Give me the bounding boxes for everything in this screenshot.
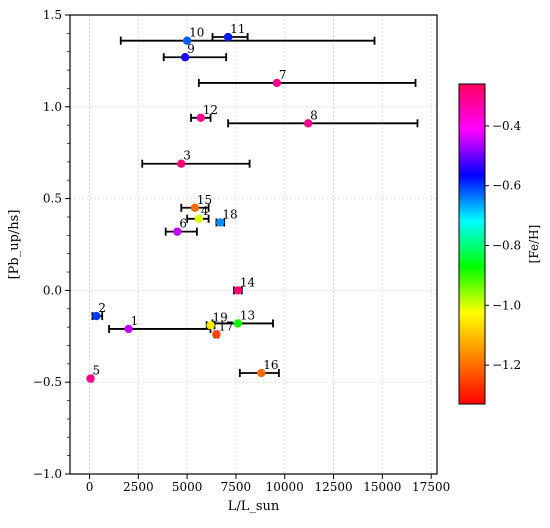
- y-axis-label: [Pb_up/hs]: [7, 210, 22, 280]
- point-label: 14: [240, 275, 256, 289]
- data-point: [180, 53, 190, 62]
- colorbar-tick-label: −1.0: [492, 298, 521, 312]
- colorbar-gradient: [458, 83, 486, 405]
- x-tick-label: 12500: [314, 480, 352, 494]
- point-label: 19: [213, 310, 228, 324]
- data-point: [212, 330, 221, 339]
- data-point: [272, 78, 282, 88]
- point-label: 3: [183, 149, 191, 163]
- x-tick-label: 17500: [412, 480, 450, 494]
- data-point: [86, 374, 95, 383]
- colorbar: −1.2 −1.0 −0.8 −0.6 −0.4 [Fe/H]: [458, 83, 541, 405]
- x-tick-label: 0: [86, 480, 94, 494]
- y-tick-label: −1.0: [33, 467, 62, 481]
- colorbar-label: [Fe/H]: [527, 225, 541, 264]
- data-point: [223, 32, 233, 42]
- point-label: 5: [92, 364, 100, 378]
- point-label: 2: [98, 301, 106, 315]
- y-tick-label: 1.0: [43, 100, 62, 114]
- data-point: [233, 319, 243, 328]
- grid-lines: [70, 14, 437, 475]
- point-label: 8: [310, 108, 318, 122]
- colorbar-tick-label: −0.6: [492, 179, 521, 193]
- data-point: [196, 113, 205, 123]
- y-tick-label: 0.5: [43, 192, 62, 206]
- x-axis-label: L/L_sun: [228, 499, 280, 514]
- point-label: 17: [218, 319, 233, 333]
- data-point: [216, 218, 225, 227]
- data-point: [194, 214, 204, 223]
- point-label: 16: [263, 358, 278, 372]
- colorbar-tick-label: −0.4: [492, 119, 522, 133]
- plot-frame: [69, 14, 438, 475]
- data-point: [177, 159, 186, 168]
- x-tick-label: 2500: [123, 480, 154, 494]
- colorbar-tick-label: −1.2: [492, 358, 521, 372]
- point-label: 6: [179, 217, 187, 231]
- x-tick-label: 5000: [172, 480, 203, 494]
- data-point: [92, 311, 101, 321]
- point-label: 10: [189, 26, 204, 40]
- data-point: [303, 119, 313, 128]
- x-tick-label: 7500: [221, 480, 252, 494]
- data-point: [206, 321, 215, 330]
- data-point: [233, 286, 243, 295]
- y-tick-label: 1.5: [43, 8, 62, 22]
- data-point: [190, 203, 200, 212]
- point-label: 7: [279, 68, 287, 82]
- x-tick-label: 15000: [363, 480, 401, 494]
- x-axis-ticks: 0 2500 5000 7500 10000 12500 15000 17500: [86, 474, 450, 494]
- data-point: [182, 36, 192, 45]
- point-label: 18: [222, 207, 237, 221]
- point-label: 4: [201, 204, 209, 218]
- point-label: 13: [240, 308, 255, 322]
- data-point: [257, 368, 266, 378]
- y-tick-label: −0.5: [33, 375, 62, 389]
- colorbar-tick-label: −0.8: [492, 238, 521, 252]
- point-label: 11: [230, 22, 245, 36]
- point-label: 12: [203, 103, 218, 117]
- x-tick-label: 10000: [266, 480, 304, 494]
- y-tick-label: 0.0: [43, 283, 62, 297]
- point-label: 1: [131, 314, 139, 328]
- point-label: 9: [187, 42, 195, 56]
- data-point: [124, 324, 133, 334]
- data-points: [86, 32, 313, 383]
- y-axis-ticks: −1.0 −0.5 0.0 0.5 1.0 1.5: [33, 8, 70, 481]
- point-label: 15: [197, 193, 212, 207]
- data-point: [173, 227, 182, 236]
